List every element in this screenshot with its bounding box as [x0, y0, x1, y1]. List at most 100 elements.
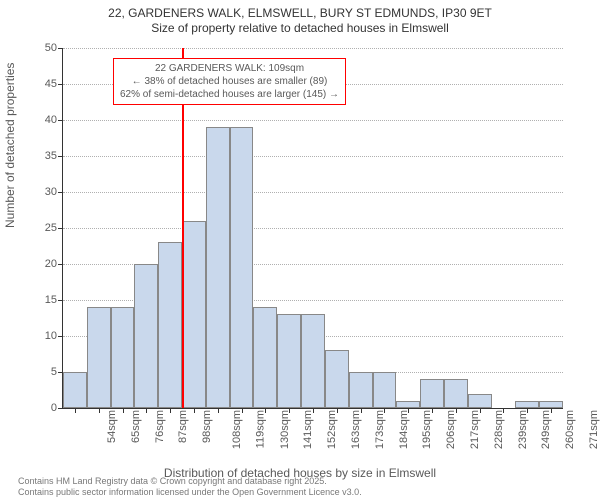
- xtick-mark: [75, 408, 76, 413]
- bar: [444, 379, 468, 408]
- bar: [301, 314, 325, 408]
- xtick-mark: [361, 408, 362, 413]
- annotation-box: 22 GARDENERS WALK: 109sqm ← 38% of detac…: [113, 58, 346, 105]
- xtick-mark: [242, 408, 243, 413]
- y-axis-label: Number of detached properties: [3, 63, 17, 228]
- ytick-label: 25: [35, 222, 57, 234]
- ytick-label: 20: [35, 258, 57, 270]
- bar: [158, 242, 182, 408]
- ytick-label: 40: [35, 114, 57, 126]
- xtick-label: 65sqm: [130, 410, 142, 443]
- xtick-label: 217sqm: [469, 410, 481, 449]
- bar: [325, 350, 349, 408]
- bar: [253, 307, 277, 408]
- ytick-label: 50: [35, 42, 57, 54]
- xtick-mark: [313, 408, 314, 413]
- xtick-label: 184sqm: [398, 410, 410, 449]
- footer: Contains HM Land Registry data © Crown c…: [18, 476, 362, 498]
- ytick-mark: [58, 48, 63, 49]
- xtick-mark: [408, 408, 409, 413]
- plot-area: 0510152025303540455054sqm65sqm76sqm87sqm…: [62, 48, 563, 409]
- gridline: [63, 156, 563, 157]
- xtick-label: 119sqm: [254, 410, 266, 448]
- chart-container: 22, GARDENERS WALK, ELMSWELL, BURY ST ED…: [0, 0, 600, 500]
- bar: [63, 372, 87, 408]
- xtick-label: 260sqm: [564, 410, 576, 449]
- xtick-mark: [503, 408, 504, 413]
- xtick-label: 206sqm: [445, 410, 457, 449]
- xtick-mark: [218, 408, 219, 413]
- ytick-mark: [58, 192, 63, 193]
- xtick-label: 76sqm: [154, 410, 166, 443]
- bar: [373, 372, 397, 408]
- bar: [515, 401, 539, 408]
- xtick-label: 173sqm: [374, 410, 386, 449]
- xtick-mark: [384, 408, 385, 413]
- annotation-line-1: 22 GARDENERS WALK: 109sqm: [120, 62, 339, 75]
- xtick-label: 87sqm: [177, 410, 189, 443]
- xtick-mark: [527, 408, 528, 413]
- bar: [277, 314, 301, 408]
- xtick-mark: [337, 408, 338, 413]
- bar: [468, 394, 492, 408]
- xtick-label: 54sqm: [106, 410, 118, 443]
- chart-title-block: 22, GARDENERS WALK, ELMSWELL, BURY ST ED…: [0, 0, 600, 36]
- xtick-label: 271sqm: [588, 410, 600, 449]
- bar: [206, 127, 230, 408]
- ytick-mark: [58, 156, 63, 157]
- footer-line-2: Contains public sector information licen…: [18, 487, 362, 498]
- bar: [420, 379, 444, 408]
- xtick-label: 130sqm: [279, 410, 291, 449]
- ytick-label: 15: [35, 294, 57, 306]
- title-line-1: 22, GARDENERS WALK, ELMSWELL, BURY ST ED…: [0, 6, 600, 21]
- annotation-line-3: 62% of semi-detached houses are larger (…: [120, 88, 339, 101]
- bar: [396, 401, 420, 408]
- ytick-mark: [58, 120, 63, 121]
- xtick-label: 141sqm: [303, 410, 315, 449]
- ytick-mark: [58, 264, 63, 265]
- ytick-label: 5: [35, 366, 57, 378]
- bar: [349, 372, 373, 408]
- gridline: [63, 120, 563, 121]
- ytick-label: 0: [35, 402, 57, 414]
- xtick-label: 239sqm: [517, 410, 529, 449]
- xtick-mark: [289, 408, 290, 413]
- xtick-label: 249sqm: [541, 410, 553, 449]
- xtick-label: 163sqm: [350, 410, 362, 449]
- title-line-2: Size of property relative to detached ho…: [0, 21, 600, 36]
- xtick-label: 195sqm: [422, 410, 434, 449]
- xtick-label: 228sqm: [493, 410, 505, 449]
- ytick-label: 10: [35, 330, 57, 342]
- annotation-line-2: ← 38% of detached houses are smaller (89…: [120, 75, 339, 88]
- xtick-mark: [432, 408, 433, 413]
- xtick-label: 152sqm: [326, 410, 338, 449]
- bar: [539, 401, 563, 408]
- footer-line-1: Contains HM Land Registry data © Crown c…: [18, 476, 362, 487]
- xtick-mark: [551, 408, 552, 413]
- xtick-mark: [146, 408, 147, 413]
- xtick-mark: [194, 408, 195, 413]
- ytick-mark: [58, 336, 63, 337]
- ytick-mark: [58, 408, 63, 409]
- ytick-mark: [58, 228, 63, 229]
- bar: [111, 307, 135, 408]
- xtick-mark: [265, 408, 266, 413]
- ytick-label: 45: [35, 78, 57, 90]
- xtick-mark: [123, 408, 124, 413]
- xtick-label: 98sqm: [201, 410, 213, 443]
- ytick-mark: [58, 300, 63, 301]
- bar: [134, 264, 158, 408]
- xtick-mark: [170, 408, 171, 413]
- xtick-mark: [480, 408, 481, 413]
- ytick-label: 35: [35, 150, 57, 162]
- ytick-mark: [58, 84, 63, 85]
- bar: [182, 221, 206, 408]
- gridline: [63, 228, 563, 229]
- bar: [87, 307, 111, 408]
- bar: [230, 127, 254, 408]
- xtick-mark: [99, 408, 100, 413]
- gridline: [63, 48, 563, 49]
- xtick-label: 108sqm: [231, 410, 243, 449]
- gridline: [63, 192, 563, 193]
- ytick-label: 30: [35, 186, 57, 198]
